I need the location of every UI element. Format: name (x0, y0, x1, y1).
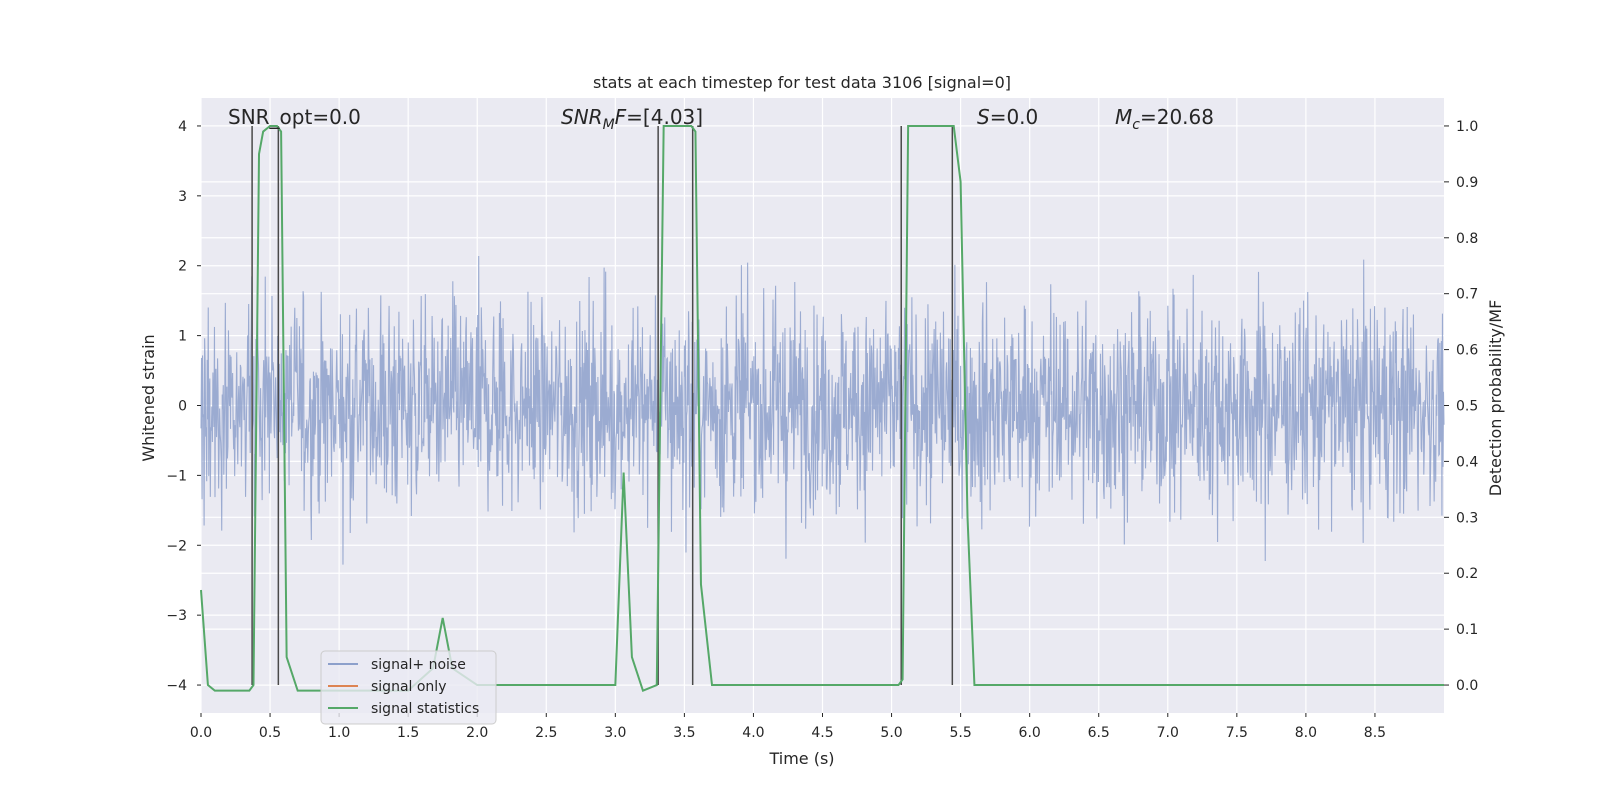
signal-statistics-series (200, 124, 1444, 692)
y-left-tick-label-3: −1 (166, 468, 187, 484)
x-tick-label-7: 3.5 (673, 725, 695, 741)
y-right-tick-label-5: 0.5 (1456, 399, 1478, 415)
annotation-snr-mf-main: SNR (561, 105, 603, 129)
legend: signal+ noise signal only signal statist… (320, 650, 497, 725)
x-tick-label-10: 5.0 (880, 725, 902, 741)
x-tick-label-0: 0.0 (190, 725, 212, 741)
y-right-tick-label-9: 0.9 (1456, 175, 1478, 191)
y-right-axis-ticks: 0.0 0.1 0.2 0.3 0.4 0.5 0.6 0.7 0.8 0.9 1.0 (1444, 119, 1478, 694)
y-left-tick-label-4: 0 (178, 399, 187, 415)
y-left-axis-label: Whitened strain (139, 334, 158, 461)
annotation-s-main: S (977, 105, 990, 129)
x-tick-label-6: 3.0 (604, 725, 626, 741)
x-tick-label-15: 7.5 (1226, 725, 1248, 741)
x-tick-label-9: 4.5 (811, 725, 833, 741)
x-tick-label-14: 7.0 (1157, 725, 1179, 741)
y-left-tick-label-0: −4 (166, 678, 187, 694)
x-tick-label-13: 6.5 (1088, 725, 1110, 741)
y-left-tick-label-8: 4 (178, 119, 187, 135)
annotation-snr-mf-sub: M (603, 117, 615, 133)
signal-statistics-line (200, 124, 1444, 692)
legend-label-signal-noise: signal+ noise (371, 657, 466, 673)
annotation-s-rest: =0.0 (990, 105, 1039, 129)
y-right-tick-label-1: 0.1 (1456, 622, 1478, 638)
y-left-tick-label-5: 1 (178, 329, 187, 345)
y-left-tick-label-6: 2 (178, 259, 187, 275)
y-right-tick-label-0: 0.0 (1456, 678, 1478, 694)
x-tick-label-11: 5.5 (949, 725, 971, 741)
y-right-tick-label-7: 0.7 (1456, 287, 1478, 303)
legend-box (320, 650, 497, 725)
x-tick-label-12: 6.0 (1019, 725, 1041, 741)
annotation-snr-mf-rest-f: F (615, 105, 627, 129)
x-tick-label-17: 8.5 (1364, 725, 1386, 741)
y-right-tick-label-10: 1.0 (1456, 119, 1478, 135)
x-tick-label-5: 2.5 (535, 725, 557, 741)
annotation-snr-mf: SNRMF=[4.03] (561, 105, 703, 133)
x-tick-label-1: 0.5 (259, 725, 281, 741)
legend-label-signal-only: signal only (371, 679, 446, 695)
annotation-snr-mf-rest: =[4.03] (626, 105, 703, 129)
y-right-axis-label: Detection probability/MF (1486, 300, 1505, 497)
y-right-tick-label-6: 0.6 (1456, 343, 1478, 359)
annotation-snr-opt: SNR_opt=0.0 (228, 105, 361, 129)
annotation-mc-rest: =20.68 (1140, 105, 1214, 129)
x-tick-label-4: 2.0 (466, 725, 488, 741)
y-right-tick-label-4: 0.4 (1456, 454, 1478, 470)
x-tick-label-16: 8.0 (1295, 725, 1317, 741)
x-axis-label: Time (s) (768, 749, 834, 768)
signal-noise-series (200, 255, 1445, 565)
y-left-tick-label-7: 3 (178, 189, 187, 205)
x-tick-label-3: 1.5 (397, 725, 419, 741)
annotation-mc: Mc=20.68 (1115, 105, 1214, 133)
signal-noise-line (200, 255, 1445, 565)
x-tick-label-8: 4.0 (742, 725, 764, 741)
y-right-tick-label-2: 0.2 (1456, 566, 1478, 582)
y-right-tick-label-3: 0.3 (1456, 510, 1478, 526)
y-left-tick-label-2: −2 (166, 538, 187, 554)
x-axis-ticks: 0.0 0.5 1.0 1.5 2.0 2.5 3.0 3.5 4.0 4.5 5.0 5.5 6.0 6… (190, 713, 1386, 741)
annotation-mc-sub: c (1132, 117, 1140, 133)
chart-title: stats at each timestep for test data 310… (593, 73, 1011, 92)
annotation-s: S=0.0 (977, 105, 1038, 129)
legend-label-signal-statistics: signal statistics (371, 701, 479, 717)
y-left-tick-label-1: −3 (166, 608, 187, 624)
annotation-mc-main: M (1115, 105, 1132, 129)
y-left-axis-ticks: −4 −3 −2 −1 0 1 2 3 4 (166, 119, 201, 694)
x-tick-label-2: 1.0 (328, 725, 350, 741)
y-right-tick-label-8: 0.8 (1456, 231, 1478, 247)
